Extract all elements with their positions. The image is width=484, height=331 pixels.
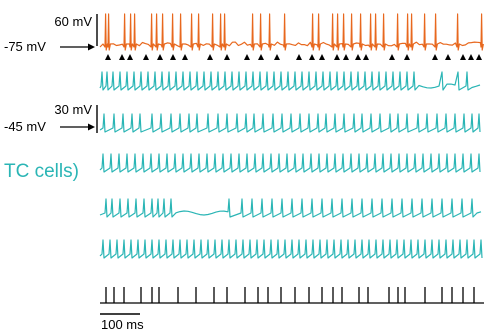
top-scale-label: 60 mV — [54, 14, 92, 29]
top-rest-arrow-head — [88, 43, 95, 51]
triangle-marker — [170, 54, 176, 60]
triangle-marker — [334, 54, 340, 60]
time-scale-label: 100 ms — [101, 317, 144, 331]
tc-trace-5 — [99, 239, 483, 259]
mid-rest-label: -45 mV — [4, 119, 46, 134]
triangle-marker — [319, 54, 325, 60]
tc-trace-1 — [99, 71, 481, 91]
top-trace-group — [99, 13, 484, 51]
triangle-marker — [476, 54, 482, 60]
triangle-marker — [296, 54, 302, 60]
triangle-marker — [274, 54, 280, 60]
triangle-marker — [258, 54, 264, 60]
mid-rest-arrow-head — [88, 123, 95, 131]
triangle-marker — [224, 54, 230, 60]
triangle-marker — [460, 54, 466, 60]
triangle-marker — [404, 54, 410, 60]
triangle-marker — [363, 54, 369, 60]
tc-trace-3 — [99, 153, 481, 173]
triangle-marker — [157, 54, 163, 60]
top-rest-label: -75 mV — [4, 39, 46, 54]
triangle-marker — [432, 54, 438, 60]
triangle-marker — [445, 54, 451, 60]
triangle-marker — [468, 54, 474, 60]
triangle-marker — [143, 54, 149, 60]
triangle-marker — [355, 54, 361, 60]
mid-scale-label: 30 mV — [54, 102, 92, 117]
tc-trace-group — [99, 71, 483, 259]
triangle-marker — [127, 54, 133, 60]
triangle-marker — [244, 54, 250, 60]
spike-raster — [105, 287, 475, 303]
tc-trace-4 — [99, 198, 482, 218]
triangle-marker — [207, 54, 213, 60]
triangle-marker — [182, 54, 188, 60]
triangle-markers — [105, 54, 482, 60]
top-trace — [99, 13, 484, 51]
tc-cells-label: TC cells) — [4, 161, 79, 182]
triangle-marker — [389, 54, 395, 60]
tc-trace-2 — [99, 113, 481, 133]
triangle-marker — [309, 54, 315, 60]
triangle-marker — [119, 54, 125, 60]
triangle-marker — [343, 54, 349, 60]
triangle-marker — [105, 54, 111, 60]
